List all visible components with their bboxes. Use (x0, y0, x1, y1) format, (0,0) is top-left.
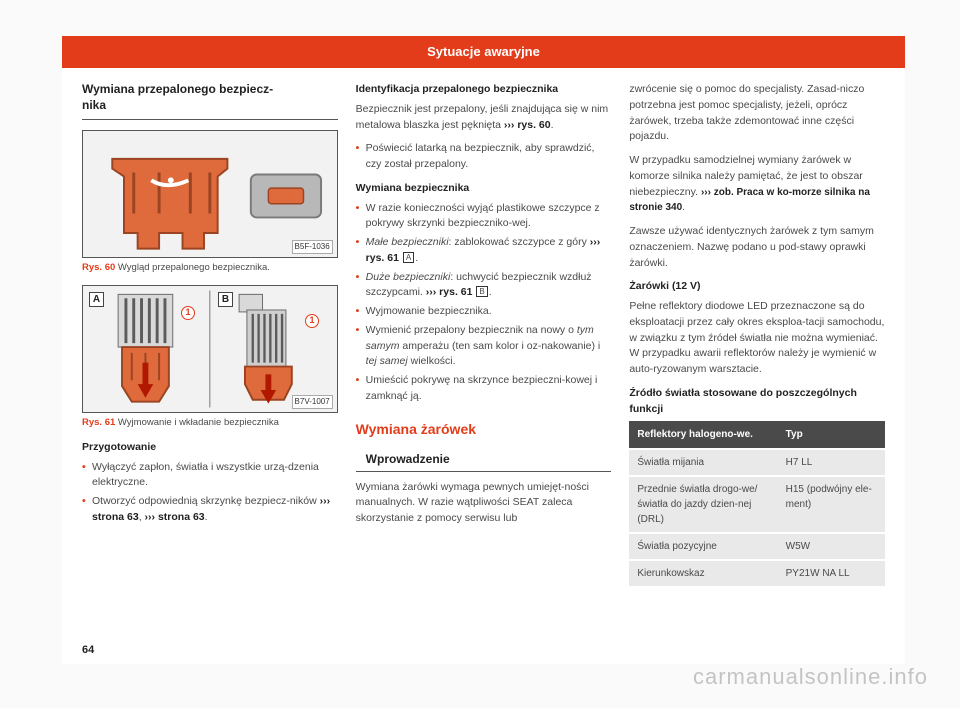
col2-b4-end: . (489, 286, 492, 298)
preparation-heading: Przygotowanie (82, 440, 338, 456)
bulb-table: Reflektory halogeno-we. Typ Światła mija… (629, 421, 885, 586)
cell: Światła mijania (629, 449, 777, 476)
col2-p2: Wymiana żarówki wymaga pewnych umiejęt-n… (356, 480, 612, 527)
watermark: carmanualsonline.info (693, 664, 928, 690)
col2-p1-end: . (551, 119, 554, 131)
table-row: Światła mijania H7 LL (629, 449, 885, 476)
cell: H7 LL (778, 449, 885, 476)
manual-page: Sytuacje awaryjne Wymiana przepalonego b… (62, 36, 905, 664)
col3-p2: W przypadku samodzielnej wymiany żarówek… (629, 153, 885, 216)
figure-61-code: B7V-1007 (292, 395, 333, 409)
col3-p4: Pełne reflektory diodowe LED przeznaczon… (629, 299, 885, 378)
fig61-key-b: 1 (305, 314, 319, 328)
col2-b6: Wymienić przepalony bezpiecznik na nowy … (356, 323, 612, 370)
col2-b6-a: Wymienić przepalony bezpiecznik na nowy … (366, 324, 577, 336)
col3-bulb-heading: Żarówki (12 V) (629, 279, 885, 295)
content-columns: Wymiana przepalonego bezpiecz- nika (62, 68, 905, 586)
cell: H15 (podwójny ele-ment) (778, 476, 885, 533)
cell: PY21W NA LL (778, 560, 885, 586)
table-row: Kierunkowskaz PY21W NA LL (629, 560, 885, 586)
cell: Kierunkowskaz (629, 560, 777, 586)
col2-b4-ref: ››› rys. 61 (426, 286, 473, 298)
table-row: Przednie światła drogo-we/światła do jaz… (629, 476, 885, 533)
fig61-key-a: 1 (181, 306, 195, 320)
fig61-letter-a: A (89, 292, 104, 307)
heading-rule (82, 119, 338, 120)
figure-60-caption: Rys. 60 Wygląd przepalonego bezpiecznika… (82, 262, 338, 275)
fig60-ref: Rys. 60 (82, 262, 115, 273)
col3-p2-end: . (682, 201, 685, 213)
fig61-letter-b: B (218, 292, 233, 307)
cell: Przednie światła drogo-we/światła do jaz… (629, 476, 777, 533)
column-2: Identyfikacja przepalonego bezpiecznika … (356, 82, 612, 586)
fig61-ref: Rys. 61 (82, 417, 115, 428)
header-title: Sytuacje awaryjne (427, 44, 540, 59)
col2-b6-c: wielkości. (408, 355, 456, 367)
col2-p1-ref: ››› rys. 60 (504, 119, 551, 131)
col2-b6-b: amperażu (ten sam kolor i oz-nakowanie) … (400, 340, 601, 352)
col2-b4-a: Duże bezpieczniki (366, 271, 451, 283)
col2-b4: Duże bezpieczniki: uchwycić bezpiecznik … (356, 270, 612, 302)
cell: Światła pozycyjne (629, 533, 777, 560)
table-title: Źródło światła stosowane do poszczególny… (629, 386, 885, 418)
fig61-cap-text: Wyjmowanie i wkładanie bezpiecznika (115, 417, 279, 428)
column-3: zwrócenie się o pomoc do specjalisty. Za… (629, 82, 885, 586)
col3-p3: Zawsze używać identycznych żarówek z tym… (629, 224, 885, 271)
col2-h2: Wymiana bezpiecznika (356, 181, 612, 197)
col2-b3: Małe bezpieczniki: zablokować szczypce z… (356, 235, 612, 267)
cell: W5W (778, 533, 885, 560)
col2-b3-a: Małe bezpieczniki (366, 236, 449, 248)
col1-b2-end: . (205, 511, 208, 523)
col1-b2-a: Otworzyć odpowiednią skrzynkę bezpiecz-n… (92, 495, 320, 507)
col2-b4-box: B (476, 286, 487, 297)
column-1: Wymiana przepalonego bezpiecz- nika (82, 82, 338, 586)
th-type: Typ (778, 421, 885, 449)
col2-p1: Bezpiecznik jest przepalony, jeśli znajd… (356, 102, 612, 134)
col1-bullet-1: Wyłączyć zapłon, światła i wszystkie urz… (82, 460, 338, 492)
col2-h1: Identyfikacja przepalonego bezpiecznika (356, 82, 612, 98)
section-bulb-replace: Wymiana żarówek (356, 419, 612, 440)
col2-b3-end: . (415, 252, 418, 264)
col2-b3-box: A (403, 252, 414, 263)
fig60-cap-text: Wygląd przepalonego bezpiecznika. (115, 262, 270, 273)
col3-p1: zwrócenie się o pomoc do specjalisty. Za… (629, 82, 885, 145)
page-number: 64 (82, 644, 94, 656)
col2-b3-b: : zablokować szczypce z góry (449, 236, 590, 248)
col1-bullet-2: Otworzyć odpowiednią skrzynkę bezpiecz-n… (82, 494, 338, 526)
col2-p1-a: Bezpiecznik jest przepalony, jeśli znajd… (356, 103, 609, 131)
col1-b2-link2: ››› strona 63 (145, 511, 205, 523)
th-reflector: Reflektory halogeno-we. (629, 421, 777, 449)
figure-61-caption: Rys. 61 Wyjmowanie i wkładanie bezpieczn… (82, 417, 338, 430)
col2-b2: W razie konieczności wyjąć plastikowe sz… (356, 201, 612, 233)
figure-60: B5F-1036 (82, 130, 338, 258)
figure-60-code: B5F-1036 (292, 240, 333, 254)
col2-b1: Poświecić latarką na bezpiecznik, aby sp… (356, 141, 612, 173)
page-header: Sytuacje awaryjne (62, 36, 905, 68)
col1-heading: Wymiana przepalonego bezpiecz- nika (82, 82, 338, 113)
table-row: Światła pozycyjne W5W (629, 533, 885, 560)
col2-b7: Umieścić pokrywę na skrzynce bezpieczni-… (356, 373, 612, 405)
figure-61: A B 1 1 B7V-1007 (82, 285, 338, 413)
col2-b5: Wyjmowanie bezpiecznika. (356, 304, 612, 320)
sub-intro: Wprowadzenie (356, 450, 612, 472)
col2-b6-em2: tej samej (366, 355, 408, 367)
